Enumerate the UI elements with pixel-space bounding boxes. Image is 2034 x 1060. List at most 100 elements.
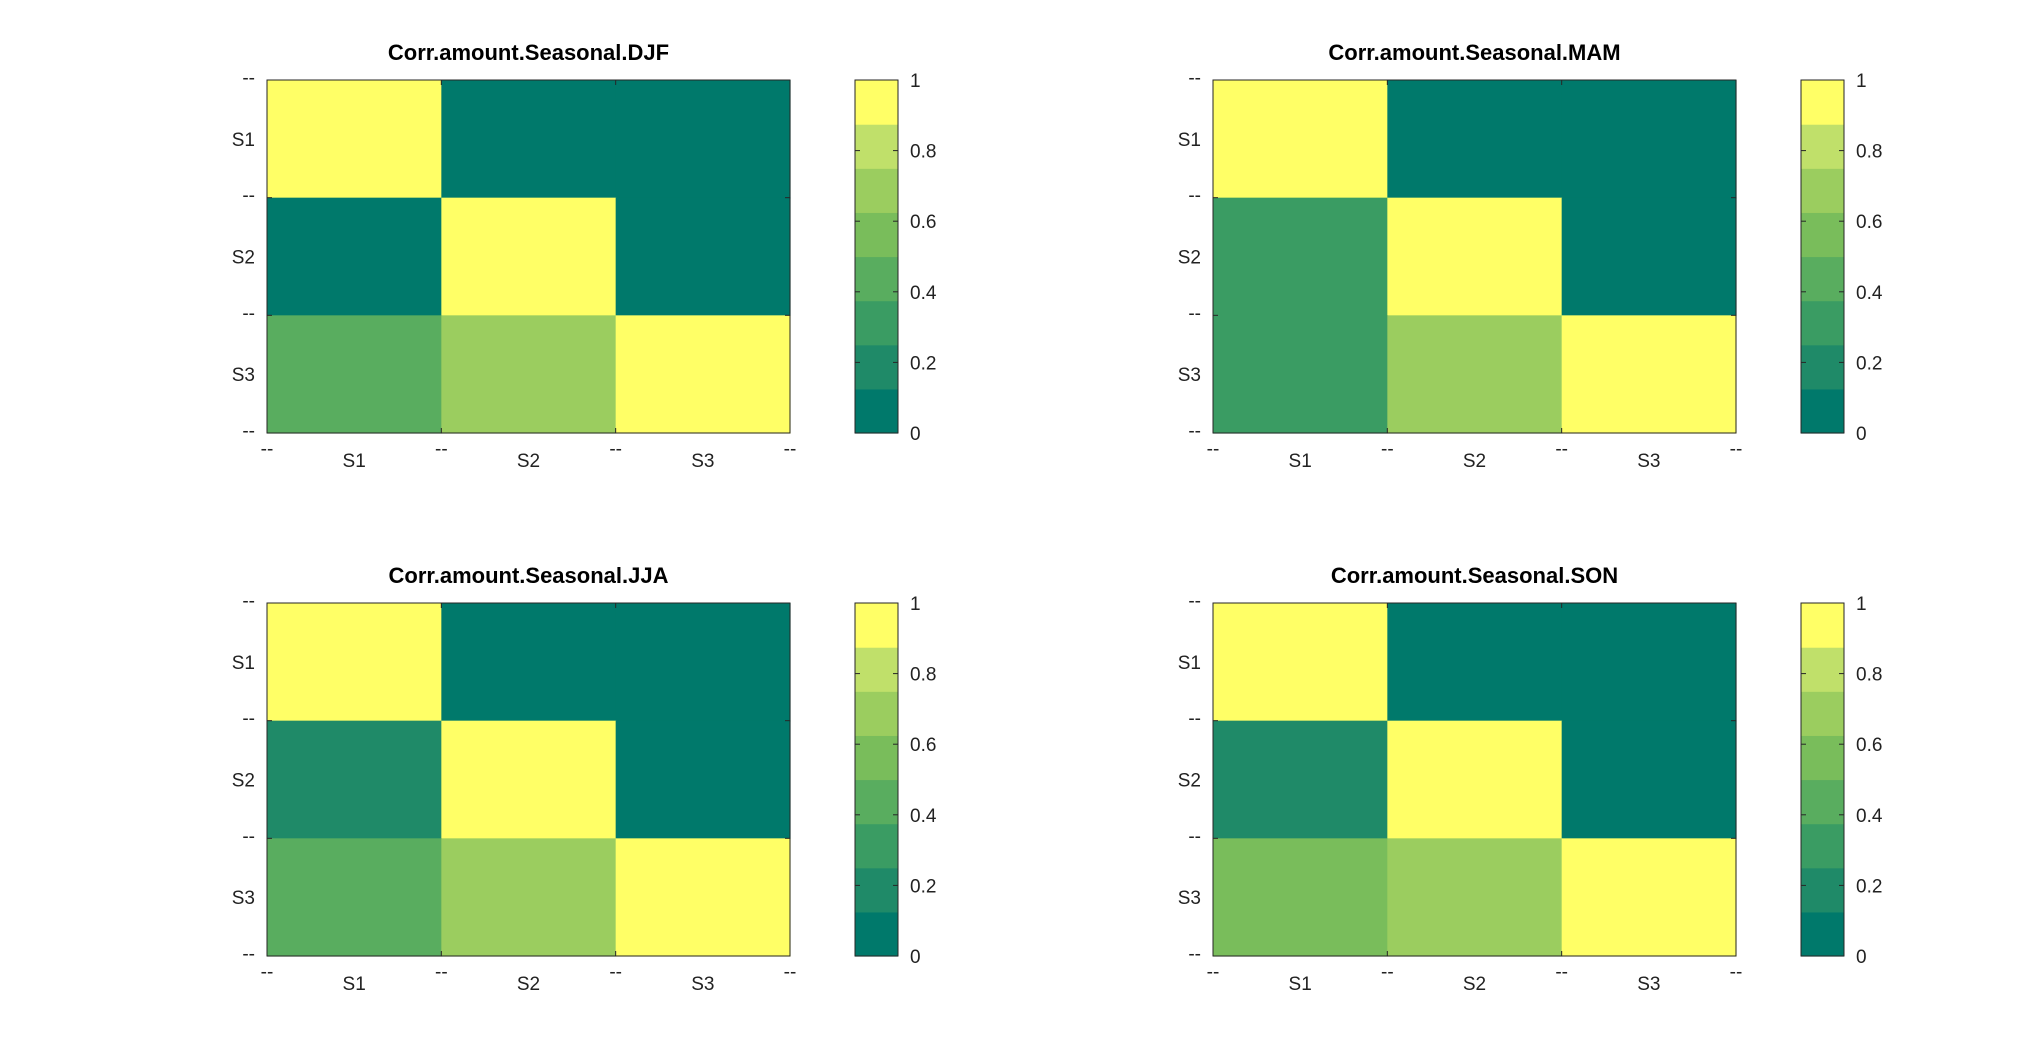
y-boundary-tick: -- xyxy=(242,709,255,730)
x-tick-label: S3 xyxy=(691,974,714,995)
y-boundary-tick: -- xyxy=(242,186,255,207)
colorbar-segment xyxy=(855,823,898,869)
heatmap-cell xyxy=(1561,80,1737,199)
x-tick-label: S3 xyxy=(691,451,714,472)
chart-title: Corr.amount.Seasonal.DJF xyxy=(388,40,669,65)
chart-title: Corr.amount.Seasonal.MAM xyxy=(1328,40,1620,65)
colorbar-tick-label: 0.4 xyxy=(910,283,937,304)
colorbar-segment xyxy=(855,867,898,913)
colorbar-segment xyxy=(855,388,898,434)
colorbar-tick-label: 0.6 xyxy=(910,735,936,756)
colorbar-segment xyxy=(1801,823,1844,869)
colorbar-segment xyxy=(1801,256,1844,302)
colorbar-segment xyxy=(1801,300,1844,346)
y-boundary-tick: -- xyxy=(242,421,255,442)
axes-frame xyxy=(266,79,791,434)
x-tick-label: S1 xyxy=(343,451,366,472)
colorbar-segment xyxy=(855,256,898,302)
x-boundary-tick: -- xyxy=(1207,962,1220,983)
y-boundary-tick: -- xyxy=(1188,68,1201,89)
x-tick-label: S2 xyxy=(1463,451,1486,472)
colorbar-tick-label: 0.2 xyxy=(1856,353,1882,374)
colorbar-segment xyxy=(855,647,898,692)
colorbar-segment xyxy=(855,124,898,169)
colorbar-tick-label: 0.2 xyxy=(910,876,936,897)
heatmap-cell xyxy=(1561,197,1737,316)
heatmap-cell xyxy=(615,315,791,434)
colorbar-segment xyxy=(1801,735,1844,781)
colorbar-tick-label: 0.8 xyxy=(910,142,936,163)
x-tick-label: S1 xyxy=(343,974,366,995)
x-tick-label: S2 xyxy=(1463,974,1486,995)
colorbar-tick-label: 0.6 xyxy=(1856,735,1882,756)
heatmap-cell xyxy=(615,720,791,839)
colorbar-segment xyxy=(855,911,898,957)
x-boundary-tick: -- xyxy=(1730,439,1743,460)
heatmap-cell xyxy=(615,603,791,722)
heatmap-cell xyxy=(615,80,791,199)
colorbar: 0 0.2 0.4 0.6 0.8 1 xyxy=(1800,71,1883,445)
colorbar-segment xyxy=(1801,779,1844,825)
y-boundary-tick: -- xyxy=(242,68,255,89)
y-tick-label: S1 xyxy=(1178,653,1201,674)
heatmap-cell xyxy=(1213,603,1388,722)
heatmap-cell xyxy=(615,838,791,957)
y-tick-label: S2 xyxy=(232,248,255,269)
colorbar-tick-label: 0 xyxy=(1856,424,1867,445)
y-boundary-tick: -- xyxy=(1188,186,1201,207)
heatmap-cell xyxy=(1213,720,1388,839)
heatmap-cell xyxy=(1213,197,1388,316)
x-boundary-tick: -- xyxy=(784,439,797,460)
x-tick-label: S1 xyxy=(1289,974,1312,995)
heatmap-cell xyxy=(267,197,442,316)
y-boundary-tick: -- xyxy=(1188,709,1201,730)
x-tick-label: S2 xyxy=(517,974,540,995)
colorbar-segment xyxy=(1801,691,1844,736)
axes-frame xyxy=(1212,79,1737,434)
colorbar-segment xyxy=(855,344,898,390)
colorbar-tick-label: 1 xyxy=(1856,71,1867,92)
heatmap-cell xyxy=(1387,80,1563,199)
x-boundary-tick: -- xyxy=(1207,439,1220,460)
colorbar-tick-label: 0 xyxy=(910,947,921,968)
heatmap-cell xyxy=(1213,315,1388,434)
colorbar-segment xyxy=(1801,124,1844,169)
colorbar-segment xyxy=(1801,647,1844,692)
y-tick-label: S2 xyxy=(1178,248,1201,269)
x-boundary-tick: -- xyxy=(609,439,622,460)
colorbar-segment xyxy=(1801,388,1844,434)
y-boundary-tick: -- xyxy=(1188,303,1201,324)
heatmap-cell xyxy=(441,603,617,722)
x-boundary-tick: -- xyxy=(435,962,448,983)
x-tick-label: S3 xyxy=(1637,451,1660,472)
x-boundary-tick: -- xyxy=(1730,962,1743,983)
colorbar-segment xyxy=(1801,212,1844,258)
colorbar-segment xyxy=(855,168,898,213)
colorbar-segment xyxy=(1801,911,1844,957)
heatmap-cell xyxy=(441,80,617,199)
colorbar-frame xyxy=(1800,602,1845,957)
axes-frame xyxy=(266,602,791,957)
colorbar-segment xyxy=(1801,603,1844,648)
heatmap-cell xyxy=(1387,197,1563,316)
x-tick-label: S1 xyxy=(1289,451,1312,472)
y-boundary-tick: -- xyxy=(1188,944,1201,965)
colorbar: 0 0.2 0.4 0.6 0.8 1 xyxy=(854,594,937,968)
heatmap-panel-2: Corr.amount.Seasonal.MAM -- -- -- -- S1 S2 S3 --… xyxy=(1178,40,1883,472)
y-boundary-tick: -- xyxy=(242,303,255,324)
x-boundary-tick: -- xyxy=(1381,439,1394,460)
heatmap-cell xyxy=(1213,80,1388,199)
colorbar-tick-label: 0.6 xyxy=(910,212,936,233)
chart-title: Corr.amount.Seasonal.SON xyxy=(1331,563,1618,588)
colorbar-tick-label: 0.6 xyxy=(1856,212,1882,233)
heatmap-cell xyxy=(441,315,617,434)
heatmap-cell xyxy=(1387,315,1563,434)
y-boundary-tick: -- xyxy=(242,591,255,612)
heatmap-cell xyxy=(441,838,617,957)
y-boundary-tick: -- xyxy=(1188,591,1201,612)
heatmap-cell xyxy=(267,838,442,957)
colorbar-segment xyxy=(855,300,898,346)
heatmap-cell xyxy=(267,603,442,722)
colorbar-tick-label: 1 xyxy=(1856,594,1867,615)
